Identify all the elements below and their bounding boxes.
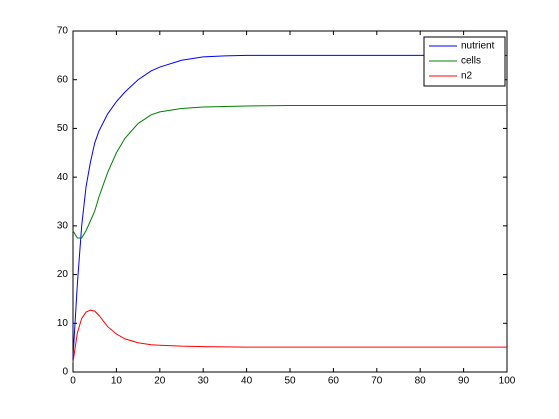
series-line — [72, 105, 507, 239]
series-line — [72, 54, 507, 358]
y-tick-label: 70 — [57, 26, 69, 37]
x-tick-label: 40 — [241, 376, 253, 387]
legend-label: n2 — [461, 71, 473, 82]
y-tick-label: 10 — [57, 318, 69, 329]
legend: nutrient cells n2 — [423, 36, 506, 87]
y-tick-label: 50 — [57, 123, 69, 134]
x-tick-label: 0 — [70, 376, 76, 387]
y-tick-label: 60 — [57, 74, 69, 85]
x-tick-label: 80 — [415, 376, 427, 387]
x-tick-label: 70 — [371, 376, 383, 387]
x-tick-label: 90 — [458, 376, 470, 387]
x-tick-label: 20 — [154, 376, 166, 387]
x-tick-label: 60 — [328, 376, 340, 387]
series-line — [72, 309, 507, 363]
y-tick-label: 30 — [57, 220, 69, 231]
legend-label: cells — [461, 56, 481, 67]
x-tick-label: 100 — [499, 376, 516, 387]
y-tick-label: 0 — [62, 367, 68, 378]
y-tick-label: 40 — [57, 172, 69, 183]
x-tick-label: 10 — [111, 376, 123, 387]
plot-area — [72, 30, 508, 373]
y-tick-label: 20 — [57, 269, 69, 280]
legend-label: nutrient — [461, 41, 495, 52]
x-tick-label: 30 — [198, 376, 210, 387]
x-tick-label: 50 — [284, 376, 296, 387]
